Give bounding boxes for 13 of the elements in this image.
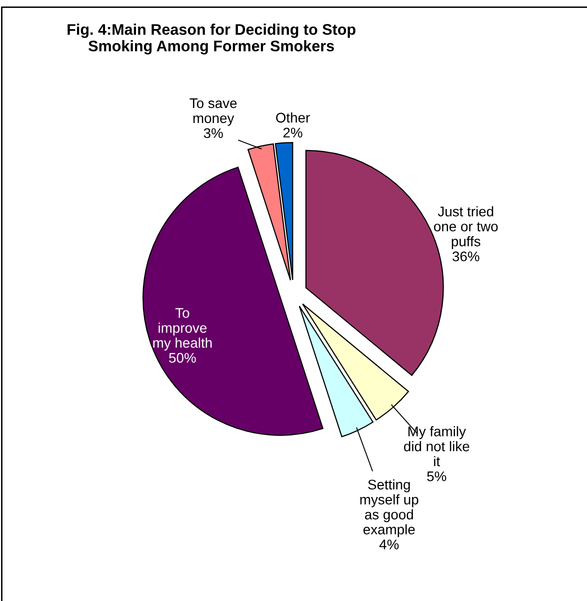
data-label: 5%	[427, 471, 446, 482]
data-label: 50%	[169, 352, 196, 363]
slice-label: Just tried one or two puffs	[434, 206, 498, 250]
slice-label: Other	[276, 112, 310, 123]
chart-title: Fig. 4:Main Reason for Deciding to Stop Smoking Among Former Smokers	[68, 24, 356, 54]
data-label: 3%	[204, 128, 223, 138]
slice-label: To save money	[190, 98, 237, 126]
slice-label: My family did not like it	[404, 426, 470, 466]
slice-label: Setting myself up as good example	[360, 479, 418, 538]
data-label: 36%	[452, 251, 480, 262]
data-label: 2%	[283, 128, 302, 138]
slice-label: To improve my health	[153, 308, 212, 351]
data-label: 4%	[379, 540, 399, 550]
